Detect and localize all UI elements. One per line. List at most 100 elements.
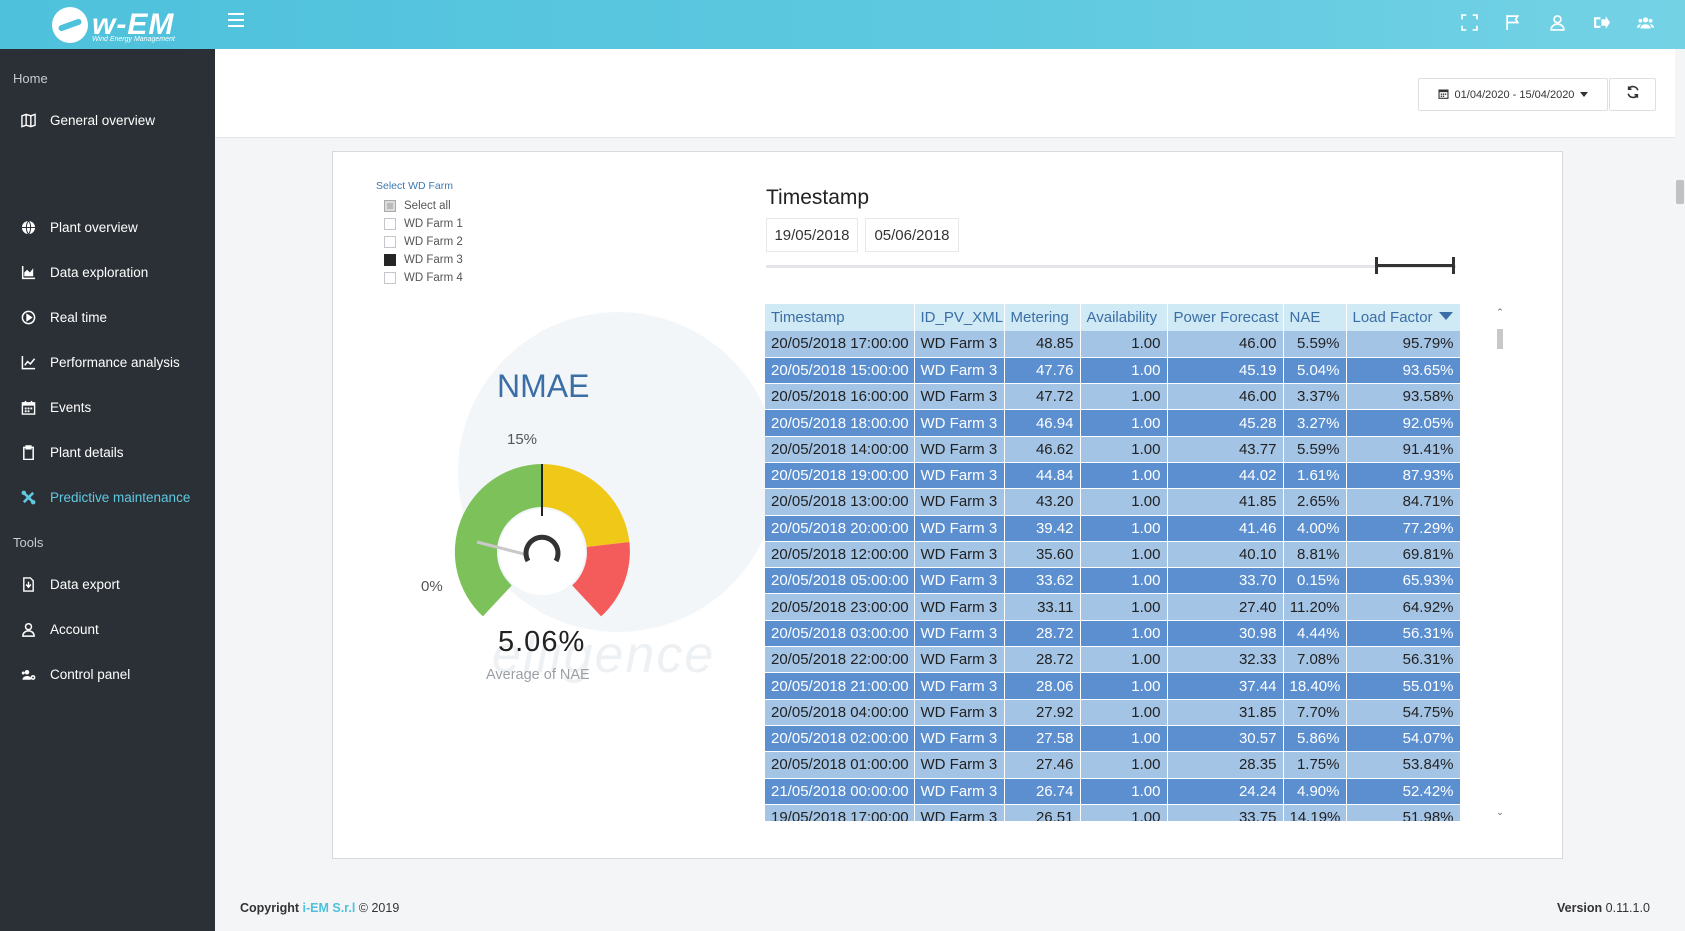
menu-toggle-icon[interactable] [228,13,244,27]
column-header-id[interactable]: ID_PV_XML [914,304,1005,331]
table-row[interactable]: 20/05/2018 04:00:00 WD Farm 3 27.92 1.00 31.… [765,699,1460,726]
checkbox[interactable] [384,254,396,266]
table-cell: 45.28 [1167,409,1284,437]
table-row[interactable]: 20/05/2018 03:00:00 WD Farm 3 28.72 1.00 30.… [765,620,1460,648]
slicer-option-farm-2[interactable]: WD Farm 2 [384,236,463,248]
timestamp-slider-range [1376,264,1454,267]
table-cell: 93.58% [1346,383,1460,411]
timestamp-slider-track[interactable] [766,265,1456,268]
table-scrollbar[interactable]: ⌃ ⌄ [1495,307,1505,821]
app-logo[interactable]: w-EM Wind Energy Management [52,6,175,44]
table-cell: 27.92 [1004,699,1081,726]
scroll-down-icon[interactable]: ⌄ [1496,807,1504,817]
sort-desc-icon[interactable] [1438,312,1453,320]
slicer-option-farm-1[interactable]: WD Farm 1 [384,218,463,230]
logout-icon[interactable] [1591,12,1611,32]
slicer-option-select-all[interactable]: Select all [384,200,451,212]
checkbox[interactable] [384,200,396,212]
table-cell: 95.79% [1346,331,1460,358]
table-row[interactable]: 20/05/2018 19:00:00 WD Farm 3 44.84 1.00 44.… [765,462,1460,490]
sidebar-item-events[interactable]: Events [20,399,91,416]
timestamp-slider-end-handle[interactable] [1452,257,1455,274]
table-cell: 5.59% [1283,331,1347,358]
table-row[interactable]: 20/05/2018 13:00:00 WD Farm 3 43.20 1.00 41.… [765,488,1460,516]
table-cell: 41.46 [1167,515,1284,542]
sidebar-item-control-panel[interactable]: Control panel [20,666,130,683]
table-row[interactable]: 21/05/2018 00:00:00 WD Farm 3 26.74 1.00 24.… [765,778,1460,805]
line-chart-icon [20,354,37,371]
table-cell: 45.19 [1167,357,1284,385]
table-cell: 27.40 [1167,593,1284,621]
checkbox[interactable] [384,272,396,284]
sidebar-item-account[interactable]: Account [20,621,99,638]
sidebar-item-plant-overview[interactable]: Plant overview [20,219,138,236]
sidebar-item-performance-analysis[interactable]: Performance analysis [20,354,180,371]
table-cell: WD Farm 3 [914,488,1005,516]
table-row[interactable]: 20/05/2018 23:00:00 WD Farm 3 33.11 1.00 27.… [765,593,1460,621]
slicer-option-farm-4[interactable]: WD Farm 4 [384,272,463,284]
copyright-year: © 2019 [358,901,400,915]
table-cell: 1.00 [1080,620,1168,648]
gauge-band-yellow [542,464,630,547]
sidebar-item-data-exploration[interactable]: Data exploration [20,264,148,281]
table-cell: 1.00 [1080,751,1168,779]
table-row[interactable]: 20/05/2018 21:00:00 WD Farm 3 28.06 1.00 37.… [765,672,1460,700]
table-row[interactable]: 20/05/2018 18:00:00 WD Farm 3 46.94 1.00 45.… [765,409,1460,437]
column-header-timestamp[interactable]: Timestamp [765,304,915,331]
table-row[interactable]: 20/05/2018 12:00:00 WD Farm 3 35.60 1.00 40.… [765,541,1460,569]
table-cell: 7.70% [1283,699,1347,726]
page-scrollbar[interactable] [1675,138,1685,898]
sidebar-item-label: Control panel [50,667,131,682]
column-header-availability[interactable]: Availability [1080,304,1168,331]
checkbox[interactable] [384,218,396,230]
flag-icon[interactable] [1503,12,1523,32]
table-row[interactable]: 20/05/2018 14:00:00 WD Farm 3 46.62 1.00 43.… [765,436,1460,463]
sidebar-item-label: Plant details [50,445,124,460]
table-cell: 87.93% [1346,462,1460,490]
table-cell: 31.85 [1167,699,1284,726]
column-header-load-factor[interactable]: Load Factor [1346,304,1460,331]
user-icon[interactable] [1547,12,1567,32]
table-cell: 92.05% [1346,409,1460,437]
slicer-option-farm-3[interactable]: WD Farm 3 [384,254,463,266]
table-cell: WD Farm 3 [914,725,1005,753]
timestamp-end-input[interactable]: 05/06/2018 [865,218,959,252]
sidebar-item-general-overview[interactable]: General overview [20,112,155,129]
table-row[interactable]: 20/05/2018 05:00:00 WD Farm 3 33.62 1.00 33.… [765,567,1460,595]
timestamp-start-input[interactable]: 19/05/2018 [766,218,858,252]
table-row[interactable]: 20/05/2018 02:00:00 WD Farm 3 27.58 1.00 30.… [765,725,1460,753]
map-icon [20,112,37,129]
wrench-icon [20,489,37,506]
column-header-nae[interactable]: NAE [1283,304,1347,331]
refresh-button[interactable] [1609,78,1656,111]
table-row[interactable]: 20/05/2018 17:00:00 WD Farm 3 48.85 1.00 46.… [765,331,1460,358]
column-header-metering[interactable]: Metering [1004,304,1081,331]
sidebar-item-real-time[interactable]: Real time [20,309,107,326]
slicer-option-label: WD Farm 3 [404,254,463,266]
table-cell: 64.92% [1346,593,1460,621]
sidebar-item-plant-details[interactable]: Plant details [20,444,124,461]
column-header-power-forecast[interactable]: Power Forecast [1167,304,1284,331]
table-row[interactable]: 20/05/2018 22:00:00 WD Farm 3 28.72 1.00 32.… [765,646,1460,674]
table-cell: 21/05/2018 00:00:00 [765,778,915,805]
company-link[interactable]: i-EM S.r.l [302,901,356,915]
sidebar-item-predictive-maintenance[interactable]: Predictive maintenance [20,489,190,506]
table-row[interactable]: 20/05/2018 15:00:00 WD Farm 3 47.76 1.00 45.… [765,357,1460,385]
table-row[interactable]: 19/05/2018 17:00:00 WD Farm 3 26.51 1.00 33.… [765,804,1460,821]
users-icon[interactable] [1635,12,1655,32]
table-cell: 43.77 [1167,436,1284,463]
date-range-picker[interactable]: 01/04/2020 - 15/04/2020 [1418,78,1608,111]
table-row[interactable]: 20/05/2018 20:00:00 WD Farm 3 39.42 1.00 41.… [765,515,1460,542]
table-cell: 1.00 [1080,593,1168,621]
timestamp-slider-start-handle[interactable] [1375,257,1378,274]
scroll-up-icon[interactable]: ⌃ [1496,307,1504,317]
gauge-target-label: 15% [507,431,538,448]
table-cell: 1.00 [1080,436,1168,463]
table-cell: WD Farm 3 [914,699,1005,726]
table-cell: 1.00 [1080,804,1168,821]
fullscreen-icon[interactable] [1459,12,1479,32]
table-row[interactable]: 20/05/2018 16:00:00 WD Farm 3 47.72 1.00 46.… [765,383,1460,411]
sidebar-item-data-export[interactable]: Data export [20,576,120,593]
checkbox[interactable] [384,236,396,248]
table-row[interactable]: 20/05/2018 01:00:00 WD Farm 3 27.46 1.00 28.… [765,751,1460,779]
